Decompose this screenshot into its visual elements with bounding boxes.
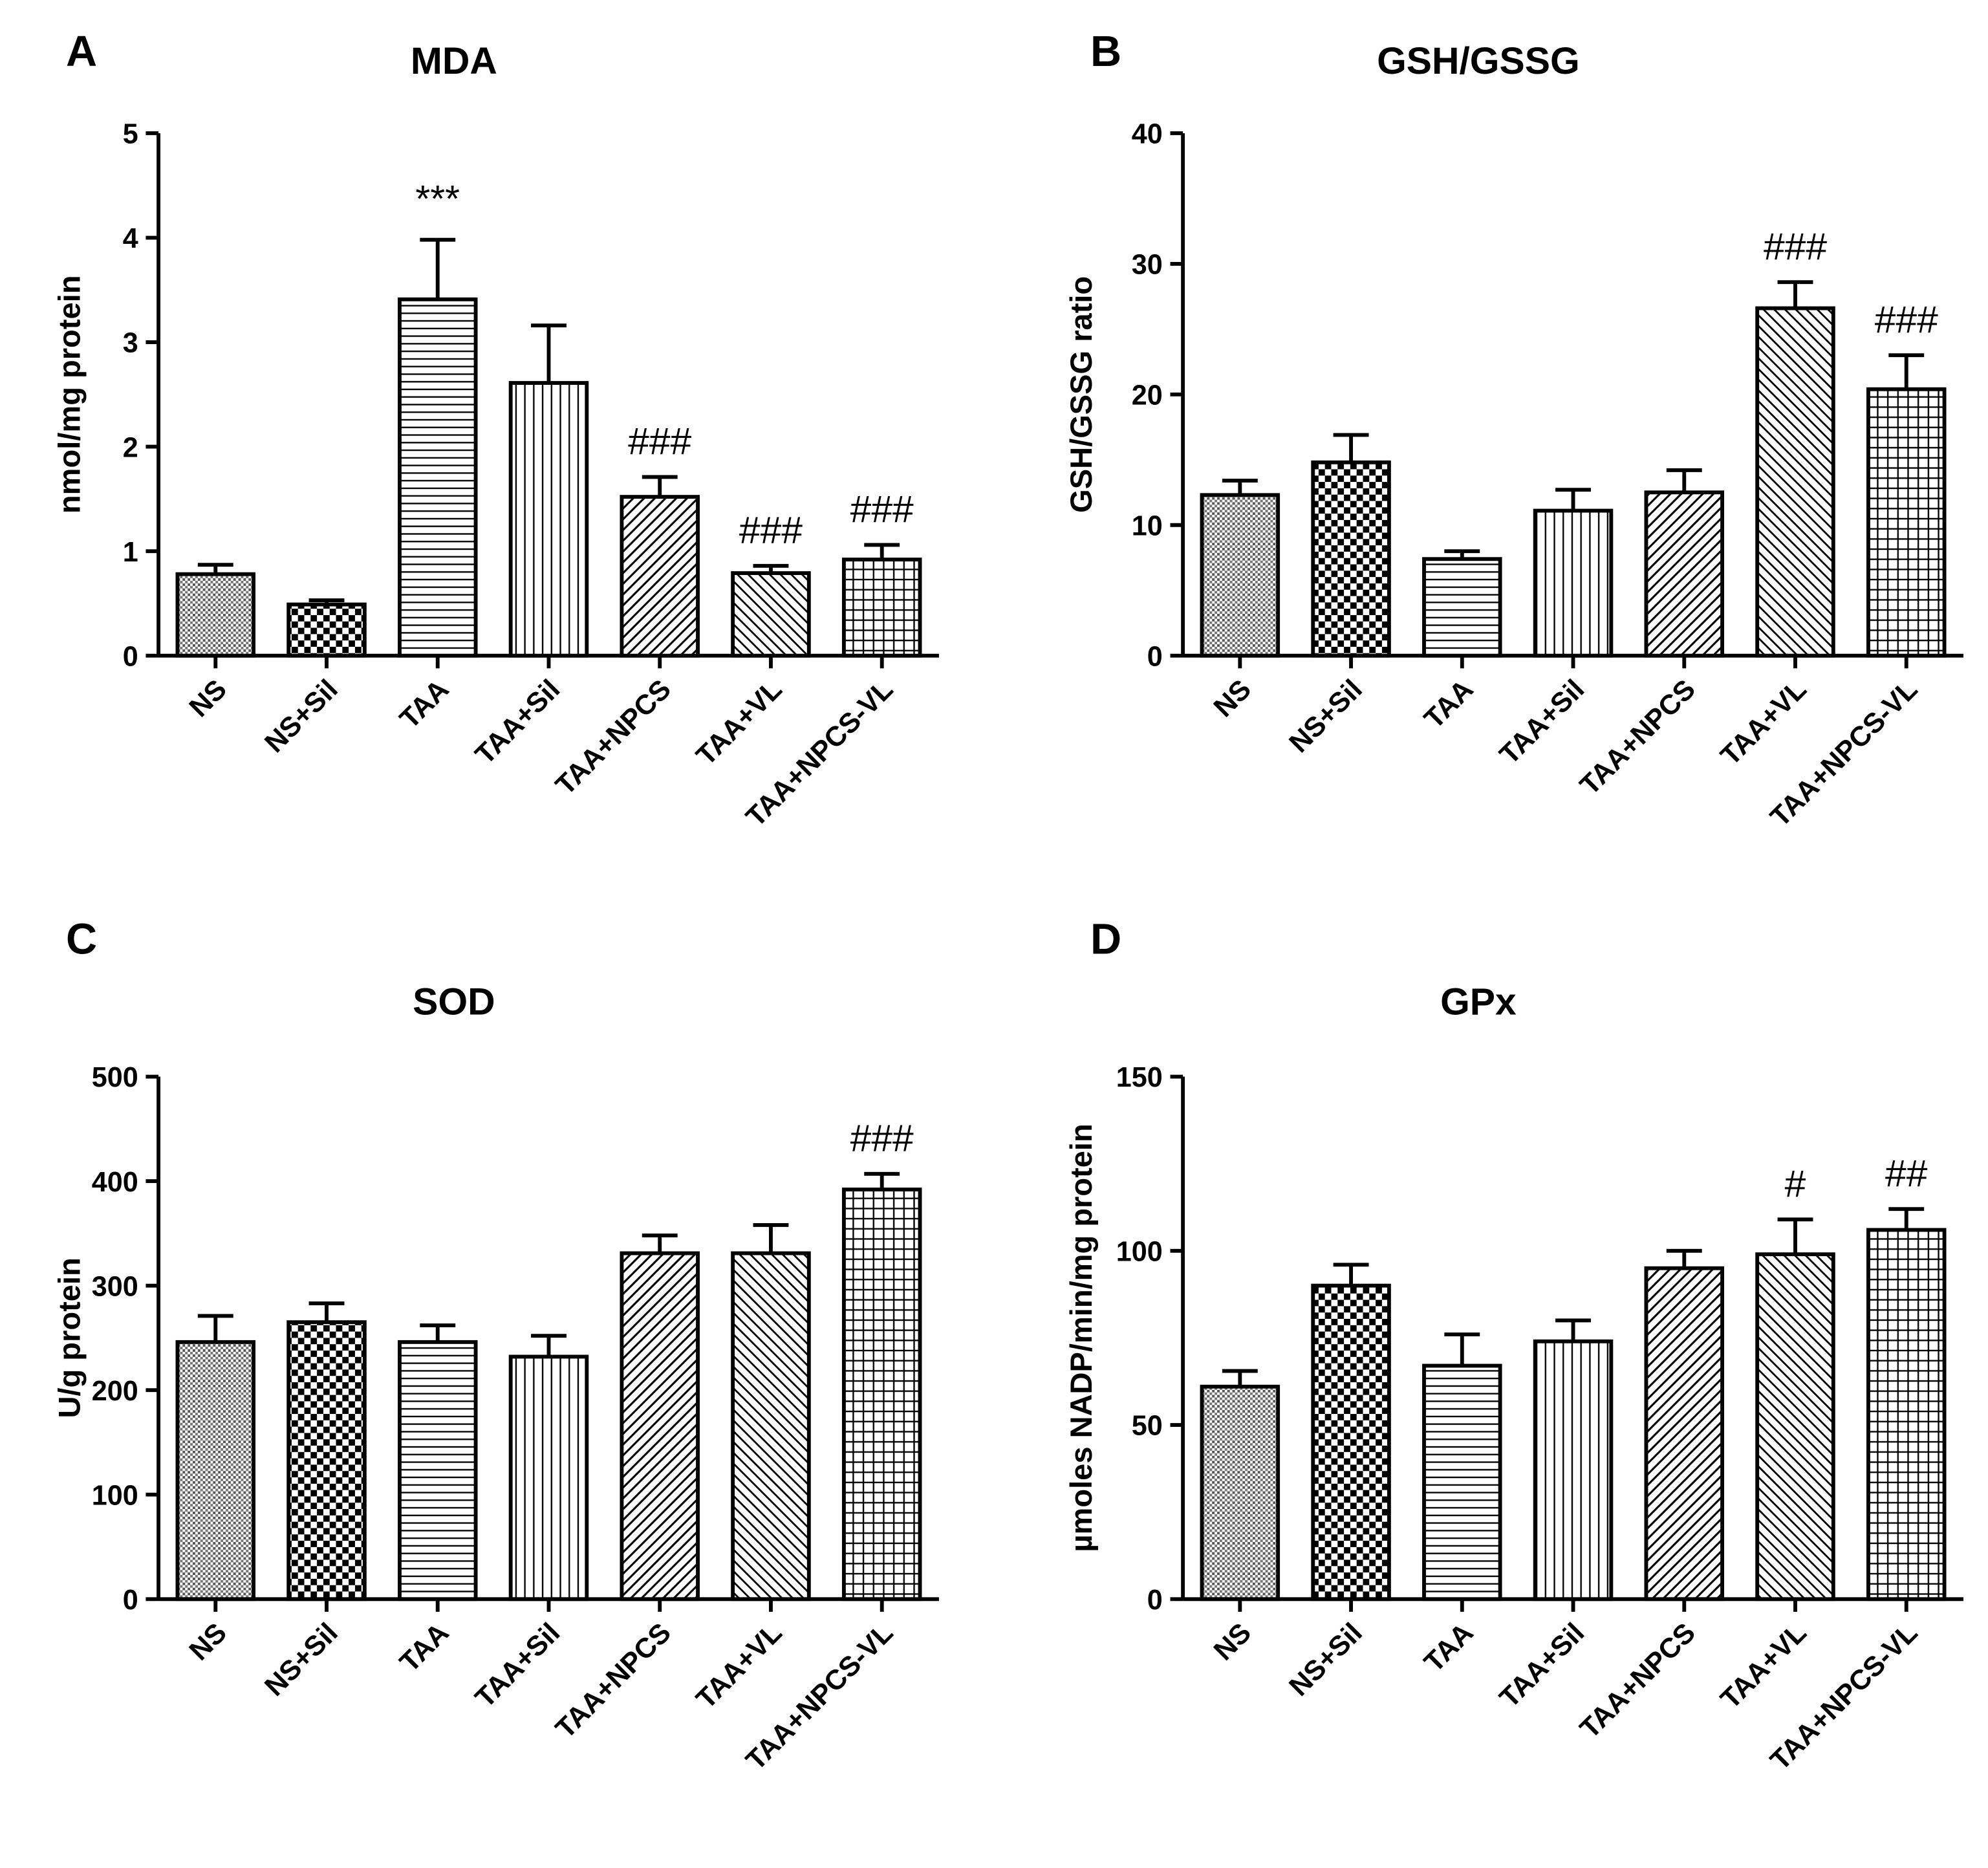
x-tick-label: TAA (394, 674, 455, 735)
panel-letter: B (1090, 28, 1121, 76)
x-tick-label: NS+Sil (1283, 674, 1368, 759)
y-tick-label: 150 (1116, 1062, 1163, 1093)
y-axis-label: GSH/GSSG ratio (1064, 276, 1098, 513)
significance-annotation: *** (415, 179, 460, 221)
x-tick-label: TAA+NPCS (550, 674, 677, 801)
bar (1755, 1252, 1835, 1602)
y-tick-label: 40 (1132, 119, 1163, 150)
panel-letter: D (1090, 915, 1121, 963)
y-tick-label: 5 (123, 119, 138, 150)
chart-panel-d: D GPx 0 50 100 150 µmoles NADP/min/mg protein N… (1064, 915, 1963, 1776)
chart-panel-b: B GSH/GSSG 0 10 20 30 40 GSH/GSSG ratio NS NS+Sil… (1064, 28, 1963, 833)
y-tick-label: 0 (1147, 1585, 1163, 1616)
bar (175, 572, 256, 658)
bar (620, 495, 700, 658)
x-tick-label: NS+Sil (259, 674, 343, 759)
bar (841, 1188, 922, 1602)
bar (286, 1320, 367, 1602)
bar (1200, 493, 1280, 658)
y-tick-label: 0 (123, 1585, 138, 1616)
bar (620, 1251, 700, 1602)
significance-annotation: ### (1764, 226, 1827, 268)
y-tick-label: 3 (123, 328, 138, 359)
bar (1866, 387, 1947, 658)
chart-panel-c: C SOD 0 100 200 300 400 500 U/g protein NS NS+Sil T… (52, 915, 939, 1776)
bar (508, 1354, 589, 1602)
panel-letter: A (66, 28, 97, 76)
x-tick-label: TAA+VL (691, 1617, 788, 1715)
y-tick-label: 0 (123, 641, 138, 672)
y-tick-label: 50 (1132, 1411, 1163, 1442)
x-tick-label: TAA+Sil (470, 1617, 566, 1713)
bar (508, 381, 589, 658)
x-tick-label: TAA+Sil (1494, 674, 1590, 770)
x-tick-label: NS (184, 1617, 233, 1666)
x-tick-label: TAA+VL (691, 674, 788, 772)
y-tick-label: 0 (1147, 641, 1163, 672)
y-tick-label: 100 (92, 1480, 138, 1511)
x-tick-label: TAA+NPCS (550, 1617, 677, 1744)
bar (397, 297, 478, 658)
bar (731, 571, 811, 658)
y-tick-label: 20 (1132, 380, 1163, 411)
significance-annotation: ### (739, 509, 803, 551)
y-axis-label: nmol/mg protein (52, 276, 87, 514)
chart-title: MDA (411, 40, 497, 82)
significance-annotation: ### (628, 420, 691, 462)
x-tick-label: TAA+VL (1715, 1617, 1813, 1715)
x-tick-label: NS+Sil (259, 1617, 343, 1702)
bar (731, 1251, 811, 1602)
bar (1200, 1384, 1280, 1602)
y-tick-label: 30 (1132, 250, 1163, 281)
y-tick-label: 500 (92, 1062, 138, 1093)
panel-letter: C (66, 915, 97, 963)
y-axis-label: µmoles NADP/min/mg protein (1064, 1124, 1098, 1552)
significance-annotation: ### (850, 488, 914, 530)
chart-title: SOD (413, 981, 495, 1023)
y-axis-label: U/g protein (52, 1257, 87, 1418)
y-tick-label: 2 (123, 432, 138, 463)
bar (1866, 1228, 1947, 1602)
x-tick-label: TAA+Sil (470, 674, 566, 770)
bar (1755, 306, 1835, 658)
x-tick-label: TAA (1418, 1617, 1479, 1678)
x-tick-label: TAA+NPCS (1574, 674, 1702, 801)
x-tick-label: NS (1208, 1617, 1257, 1666)
bar (1644, 1266, 1725, 1602)
y-tick-label: 200 (92, 1376, 138, 1407)
chart-title: GPx (1440, 981, 1517, 1023)
y-tick-label: 1 (123, 537, 138, 568)
y-tick-label: 300 (92, 1271, 138, 1302)
bar (397, 1340, 478, 1602)
x-tick-label: NS (1208, 674, 1257, 723)
bar (1311, 460, 1391, 658)
y-tick-label: 10 (1132, 510, 1163, 541)
bar (1533, 1339, 1614, 1602)
chart-title: GSH/GSSG (1377, 40, 1580, 82)
significance-annotation: ## (1885, 1153, 1928, 1195)
bar (1311, 1283, 1391, 1602)
x-tick-label: TAA (1418, 674, 1479, 735)
x-tick-label: TAA (394, 1617, 455, 1678)
bar (286, 602, 367, 658)
y-tick-label: 4 (123, 223, 138, 254)
bar (1422, 1363, 1502, 1602)
x-tick-label: NS+Sil (1283, 1617, 1368, 1702)
bar (175, 1340, 256, 1602)
x-tick-label: NS (184, 674, 233, 723)
bar (1533, 508, 1614, 658)
significance-annotation: ### (1875, 299, 1938, 341)
significance-annotation: ### (850, 1117, 914, 1159)
y-tick-label: 400 (92, 1167, 138, 1198)
bar (1422, 557, 1502, 658)
x-tick-label: TAA+VL (1715, 674, 1813, 772)
y-tick-label: 100 (1116, 1236, 1163, 1267)
x-tick-label: TAA+NPCS (1574, 1617, 1702, 1744)
significance-annotation: # (1785, 1163, 1806, 1205)
x-tick-label: TAA+Sil (1494, 1617, 1590, 1713)
bar (1644, 490, 1725, 658)
bar (841, 558, 922, 658)
